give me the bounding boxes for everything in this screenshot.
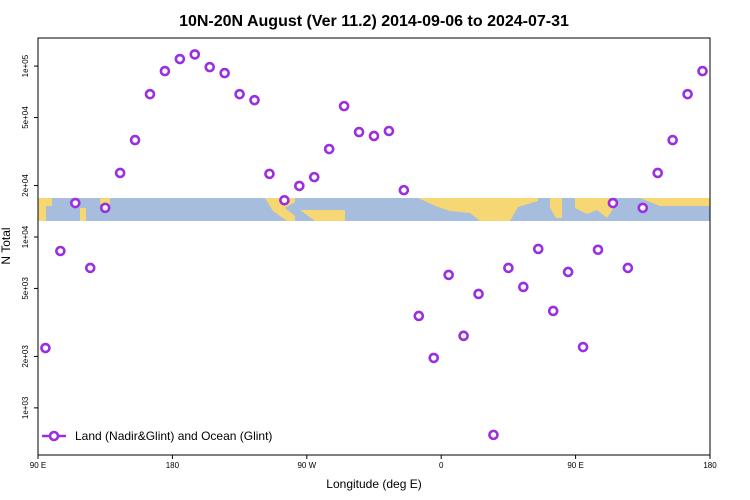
- marker: [637, 202, 649, 214]
- y-tick-label: 2e+03: [21, 345, 30, 368]
- marker: [577, 341, 589, 353]
- x-tick-label: 180: [703, 461, 717, 470]
- marker: [428, 352, 440, 364]
- marker: [338, 100, 350, 112]
- y-tick-label: 1e+05: [21, 54, 30, 77]
- marker: [562, 266, 574, 278]
- x-tick-label: 90 W: [297, 461, 316, 470]
- marker: [129, 134, 141, 146]
- marker: [443, 269, 454, 281]
- marker: [547, 305, 559, 317]
- marker: [667, 134, 678, 146]
- marker: [697, 65, 708, 77]
- marker: [99, 202, 111, 214]
- marker: [249, 94, 260, 106]
- map-strip: [38, 198, 710, 221]
- marker: [592, 244, 604, 256]
- marker: [488, 429, 499, 441]
- marker: [174, 53, 186, 65]
- marker: [622, 262, 634, 274]
- x-tick-label: 180: [166, 461, 180, 470]
- x-tick-label: 90 E: [30, 461, 46, 470]
- marker: [353, 126, 365, 138]
- marker: [503, 262, 514, 274]
- marker: [383, 125, 395, 137]
- marker: [114, 167, 126, 179]
- marker: [234, 88, 245, 100]
- marker: [84, 262, 96, 274]
- y-tick-label: 1e+04: [21, 225, 30, 248]
- marker: [652, 167, 664, 179]
- marker: [368, 130, 380, 142]
- plot-frame: [37, 37, 711, 456]
- marker: [413, 310, 425, 322]
- y-tick-label: 1e+03: [21, 396, 30, 419]
- chart-title: 10N-20N August (Ver 11.2) 2014-09-06 to …: [179, 13, 569, 30]
- marker: [607, 197, 619, 209]
- x-tick-label: 90 E: [567, 461, 583, 470]
- y-tick-label: 5e+04: [21, 106, 30, 129]
- x-axis-label: Longitude (deg E): [326, 477, 421, 491]
- marker: [532, 243, 544, 255]
- marker: [323, 143, 335, 155]
- marker: [264, 168, 275, 180]
- marker: [279, 194, 290, 206]
- legend-label: Land (Nadir&Glint) and Ocean (Glint): [75, 429, 272, 443]
- marker: [682, 88, 693, 100]
- marker: [518, 281, 529, 293]
- marker: [219, 67, 230, 79]
- marker: [458, 330, 469, 342]
- y-tick-label: 2e+04: [21, 174, 30, 197]
- marker: [55, 245, 66, 257]
- y-axis-label: N Total: [0, 227, 13, 264]
- marker: [398, 184, 410, 196]
- marker: [294, 180, 305, 192]
- marker: [204, 61, 216, 73]
- legend-marker: [48, 430, 60, 442]
- marker: [40, 342, 51, 354]
- marker: [159, 65, 171, 77]
- marker: [308, 171, 320, 183]
- x-tick-label: 0: [439, 461, 444, 470]
- marker: [473, 288, 484, 300]
- marker: [144, 88, 156, 100]
- marker: [189, 49, 201, 60]
- marker: [70, 197, 81, 209]
- y-tick-label: 5e+03: [21, 277, 30, 300]
